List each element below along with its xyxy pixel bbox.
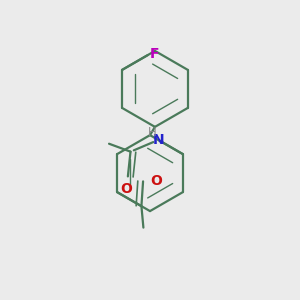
Text: H: H	[148, 126, 157, 139]
Text: N: N	[153, 133, 164, 147]
Text: O: O	[150, 174, 162, 188]
Text: F: F	[149, 47, 159, 61]
Text: O: O	[120, 182, 132, 196]
